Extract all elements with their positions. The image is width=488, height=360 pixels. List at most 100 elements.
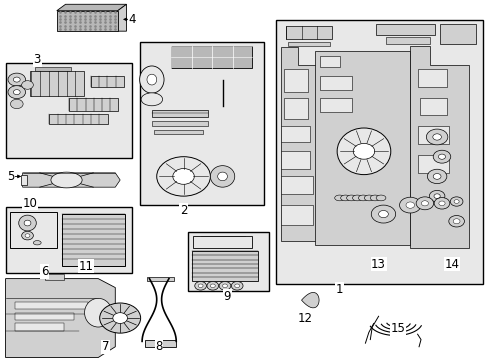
Ellipse shape <box>25 234 30 237</box>
Ellipse shape <box>157 157 210 196</box>
Text: 12: 12 <box>297 311 312 325</box>
Bar <box>35 67 71 71</box>
Bar <box>439 24 475 44</box>
Text: 1: 1 <box>335 283 343 296</box>
Ellipse shape <box>427 169 446 184</box>
Ellipse shape <box>438 154 445 159</box>
Ellipse shape <box>369 195 379 201</box>
Text: 9: 9 <box>223 290 231 303</box>
Bar <box>419 98 446 116</box>
Ellipse shape <box>24 220 31 226</box>
Text: 14: 14 <box>443 258 458 271</box>
Ellipse shape <box>426 129 447 145</box>
Ellipse shape <box>428 190 444 202</box>
Ellipse shape <box>84 298 112 327</box>
Ellipse shape <box>140 66 163 93</box>
Text: 15: 15 <box>390 322 405 335</box>
Bar <box>281 126 310 142</box>
Ellipse shape <box>432 150 450 163</box>
Bar <box>140 42 264 205</box>
Bar <box>152 121 207 126</box>
Text: 4: 4 <box>128 13 136 26</box>
Bar <box>417 155 448 173</box>
Ellipse shape <box>433 198 449 209</box>
Ellipse shape <box>206 282 218 290</box>
Text: 11: 11 <box>79 260 93 273</box>
Bar <box>283 98 307 119</box>
Text: 5: 5 <box>7 170 14 183</box>
Bar <box>57 11 118 31</box>
Ellipse shape <box>438 201 444 206</box>
Bar <box>10 212 57 248</box>
Ellipse shape <box>375 195 385 201</box>
Bar <box>15 313 74 320</box>
Polygon shape <box>5 279 115 357</box>
Polygon shape <box>281 47 317 241</box>
Bar <box>283 69 307 92</box>
Ellipse shape <box>449 197 462 206</box>
Ellipse shape <box>100 303 141 333</box>
Bar <box>281 205 312 225</box>
Ellipse shape <box>453 200 458 203</box>
Bar <box>5 207 132 273</box>
Ellipse shape <box>231 282 243 290</box>
Ellipse shape <box>358 195 367 201</box>
Ellipse shape <box>370 205 395 223</box>
Bar <box>281 176 312 194</box>
Text: 6: 6 <box>41 265 48 278</box>
Bar <box>171 45 251 68</box>
Ellipse shape <box>21 231 33 240</box>
Bar <box>193 235 251 248</box>
Bar <box>21 175 27 185</box>
Bar <box>144 339 176 347</box>
Ellipse shape <box>210 166 234 187</box>
Ellipse shape <box>147 74 157 85</box>
Bar <box>417 126 448 144</box>
Ellipse shape <box>364 195 373 201</box>
Polygon shape <box>315 51 409 244</box>
Text: 10: 10 <box>22 197 37 210</box>
Ellipse shape <box>21 81 33 89</box>
Ellipse shape <box>448 216 464 227</box>
Bar <box>288 42 329 46</box>
Ellipse shape <box>13 77 20 82</box>
Ellipse shape <box>172 168 194 184</box>
Ellipse shape <box>336 128 390 175</box>
Ellipse shape <box>222 284 227 288</box>
Bar <box>276 21 483 284</box>
Text: 13: 13 <box>370 258 385 271</box>
Ellipse shape <box>141 93 162 106</box>
Polygon shape <box>57 4 126 11</box>
Ellipse shape <box>10 99 23 109</box>
Bar <box>69 98 118 111</box>
Polygon shape <box>409 45 468 248</box>
Ellipse shape <box>352 143 374 159</box>
Text: 7: 7 <box>102 340 109 353</box>
Bar <box>320 98 351 112</box>
Bar <box>385 37 429 44</box>
Bar <box>44 274 64 280</box>
Ellipse shape <box>399 197 420 213</box>
Ellipse shape <box>113 313 127 323</box>
Bar <box>320 76 351 90</box>
Ellipse shape <box>346 195 356 201</box>
Bar <box>188 232 268 291</box>
Ellipse shape <box>217 172 227 181</box>
Bar <box>417 69 446 87</box>
Ellipse shape <box>340 195 350 201</box>
Bar <box>320 56 339 67</box>
Ellipse shape <box>378 211 387 218</box>
Ellipse shape <box>198 284 203 288</box>
Ellipse shape <box>8 73 25 86</box>
Bar <box>49 114 108 125</box>
Bar <box>5 63 132 158</box>
Ellipse shape <box>19 215 36 231</box>
Bar <box>30 71 83 96</box>
Bar <box>375 24 434 36</box>
Ellipse shape <box>352 195 362 201</box>
Ellipse shape <box>452 219 459 224</box>
Text: 8: 8 <box>155 340 163 353</box>
Bar <box>152 110 207 117</box>
Ellipse shape <box>33 240 41 245</box>
Ellipse shape <box>194 282 206 290</box>
